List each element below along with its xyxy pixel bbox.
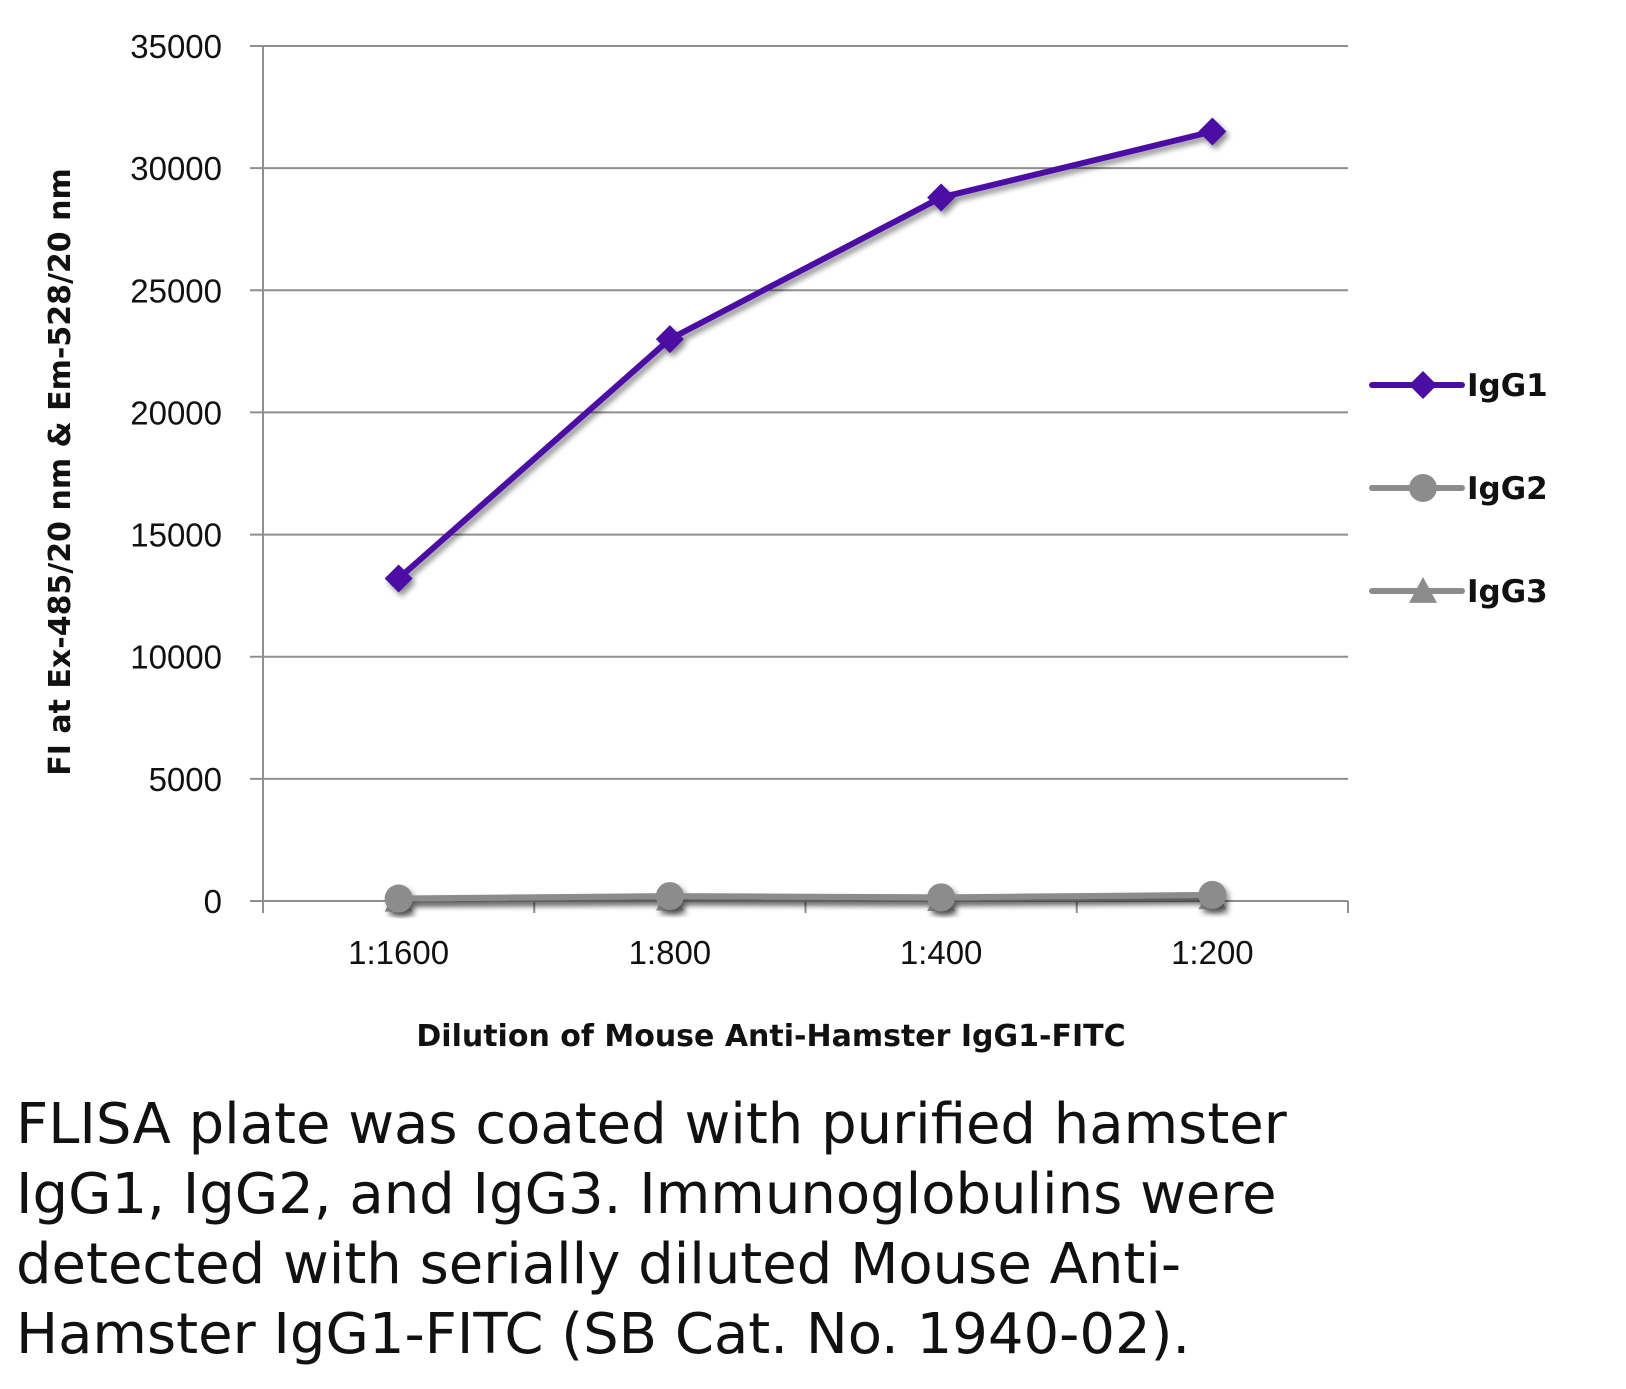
x-tick-label: 1:200: [1171, 934, 1254, 971]
figure-caption: FLISA plate was coated with purified ham…: [16, 1090, 1596, 1370]
legend-marker: [1409, 474, 1437, 502]
legend-label: IgG3: [1467, 574, 1548, 610]
igg1-point: [655, 325, 684, 354]
tick-labels: 0 5000 10000 15000 20000 25000 30000 35000 1:160…: [130, 28, 1253, 971]
igg1-line: [395, 128, 1216, 582]
caption-line: FLISA plate was coated with purified ham…: [16, 1092, 1287, 1157]
legend: IgG1 IgG2 IgG3: [1369, 368, 1548, 610]
legend-marker: [1409, 371, 1437, 399]
gridlines: [250, 45, 1348, 780]
y-tick-label: 5000: [149, 761, 222, 798]
legend-label: IgG2: [1467, 471, 1548, 507]
y-tick-label: 35000: [130, 28, 222, 65]
series: [384, 117, 1227, 913]
caption-line: detected with serially diluted Mouse Ant…: [16, 1232, 1182, 1297]
series-igg1: [384, 117, 1227, 593]
y-tick-label: 25000: [130, 272, 222, 309]
igg1-point: [384, 564, 413, 593]
igg1-point: [927, 183, 956, 212]
legend-item-igg1: IgG1: [1369, 368, 1548, 404]
igg2-point: [927, 883, 956, 912]
elisa-line-chart: 0 5000 10000 15000 20000 25000 30000 35000 1:160…: [43, 28, 1548, 1054]
igg2-point: [655, 882, 684, 911]
igg2-line: [395, 891, 1216, 902]
y-tick-label: 15000: [130, 517, 222, 554]
x-tick-label: 1:400: [900, 934, 983, 971]
y-tick-label: 10000: [130, 639, 222, 676]
x-tick-label: 1:1600: [348, 934, 449, 971]
y-tick-label: 30000: [130, 150, 222, 187]
igg2-point: [384, 884, 413, 913]
axes: [250, 46, 1349, 913]
legend-marker: [1409, 577, 1437, 603]
y-tick-label: 0: [204, 883, 222, 920]
igg1-point: [1198, 117, 1227, 146]
series-igg2: [384, 880, 1227, 913]
caption-line: Hamster IgG1-FITC (SB Cat. No. 1940-02).: [16, 1302, 1191, 1367]
x-axis-title: Dilution of Mouse Anti-Hamster IgG1-FITC: [416, 1019, 1125, 1054]
y-axis-title: FI at Ex-485/20 nm & Em-528/20 nm: [43, 168, 78, 775]
y-tick-label: 20000: [130, 394, 222, 431]
legend-label: IgG1: [1467, 368, 1548, 404]
caption-line: IgG1, IgG2, and IgG3. Immunoglobulins we…: [16, 1162, 1277, 1227]
legend-item-igg3: IgG3: [1369, 574, 1548, 610]
x-tick-label: 1:800: [629, 934, 712, 971]
igg2-point: [1198, 880, 1227, 909]
legend-item-igg2: IgG2: [1369, 471, 1548, 507]
